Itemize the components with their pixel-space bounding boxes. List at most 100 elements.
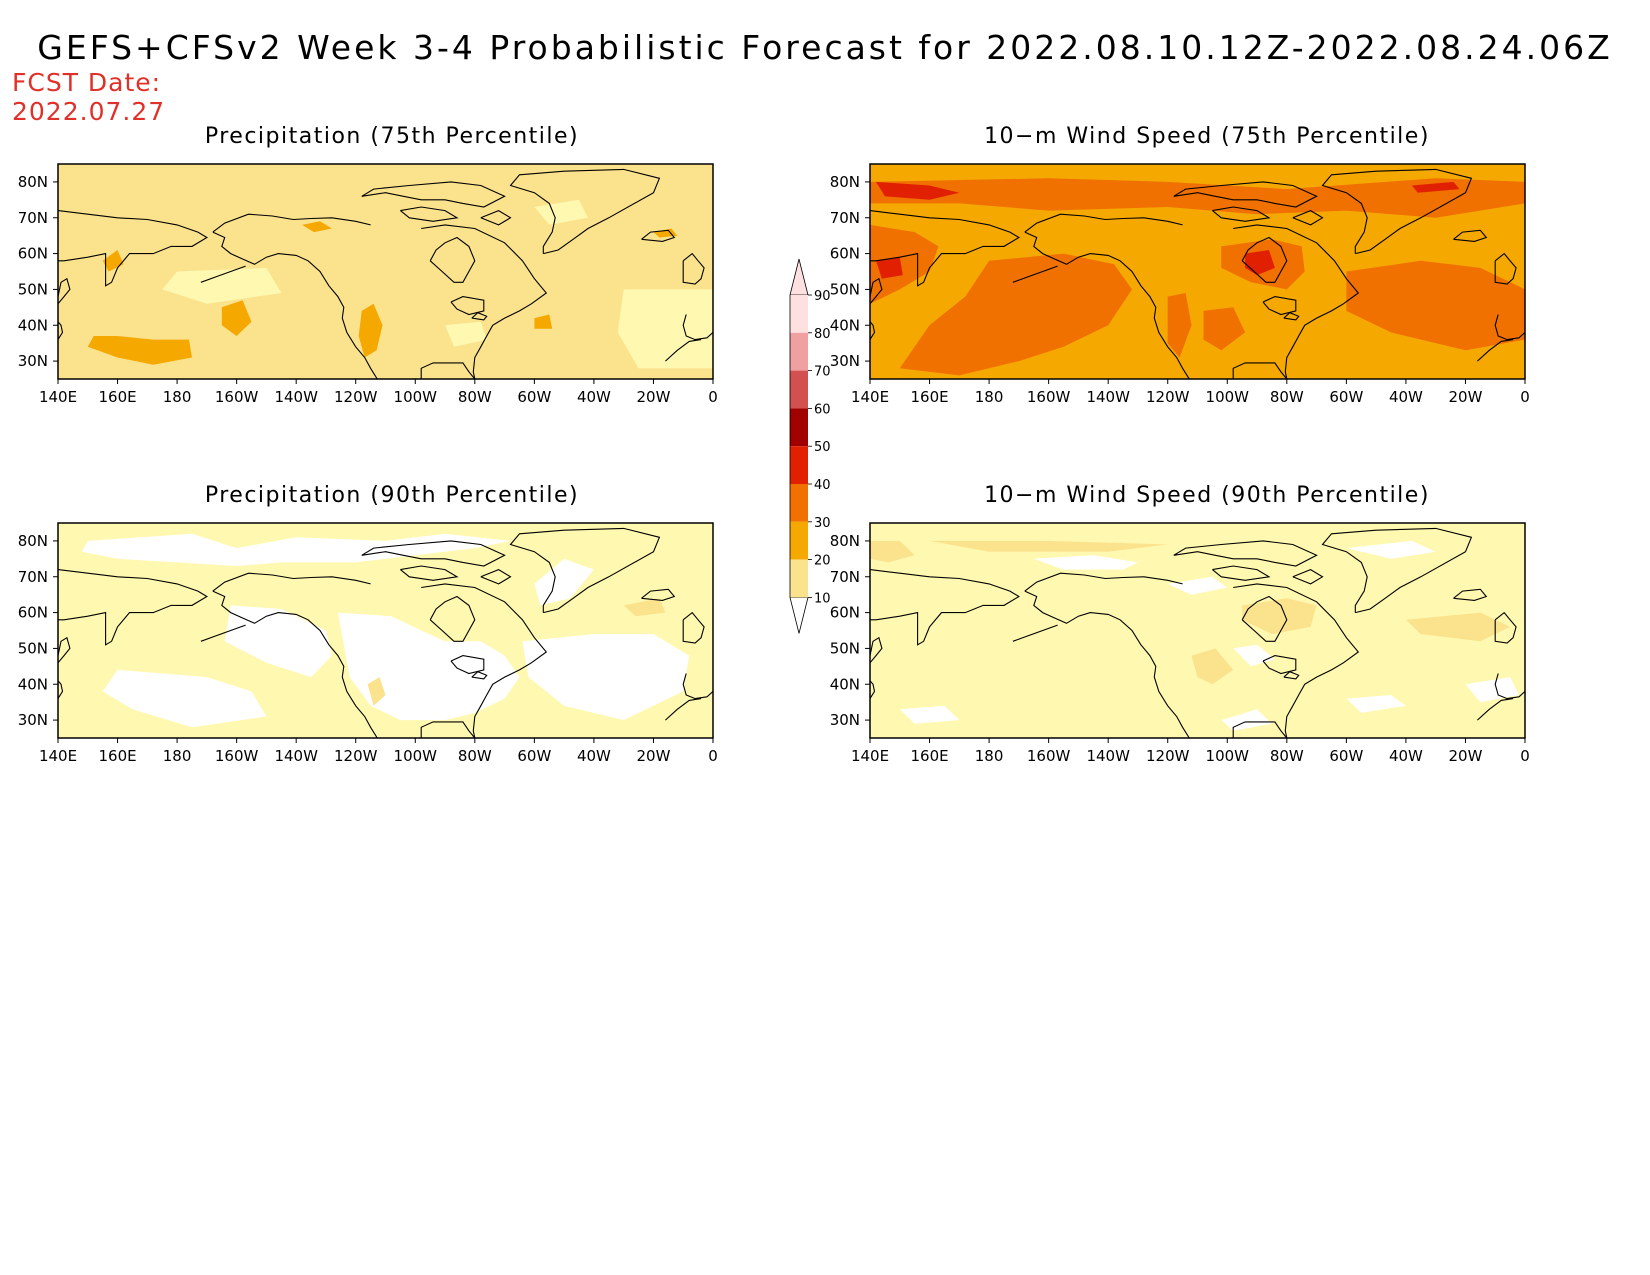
coastline (200, 624, 246, 642)
lon-tick-label: 180 (163, 388, 192, 406)
coastline (58, 210, 208, 287)
coastline (471, 312, 488, 321)
coastline (58, 277, 71, 305)
shading-region (534, 558, 594, 606)
panel-title-precip-75: Precipitation (75th Percentile) (204, 124, 580, 149)
lat-tick-label: 50N (830, 639, 860, 657)
lon-tick-label: 180 (163, 747, 192, 765)
lon-tick-label: 160W (215, 747, 259, 765)
lon-tick-label: 100W (394, 747, 438, 765)
colorbar-label: 20 (814, 554, 831, 569)
coastline (200, 265, 246, 283)
colorbar-swatch (790, 295, 808, 333)
shading-region (929, 540, 1168, 552)
coastline (870, 636, 883, 664)
lon-tick-label: 60W (517, 388, 551, 406)
coastline (870, 210, 1020, 287)
shading-region (1221, 709, 1272, 731)
coastline (1233, 224, 1360, 379)
lon-tick-label: 60W (1329, 747, 1363, 765)
coastline (58, 569, 208, 646)
coastline (429, 595, 476, 642)
panel-title-wind-90: 10−m Wind Speed (90th Percentile) (984, 483, 1430, 508)
lat-tick-label: 40N (830, 316, 860, 334)
lon-tick-label: 100W (1206, 747, 1250, 765)
shading-region (899, 705, 960, 724)
lon-tick-label: 0 (1520, 388, 1530, 406)
coastline (1212, 206, 1271, 222)
lat-tick-label: 30N (830, 352, 860, 370)
shading-region (1167, 576, 1228, 595)
lat-tick-label: 80N (830, 173, 860, 191)
lat-tick-label: 60N (830, 245, 860, 263)
coastline (1024, 590, 1190, 738)
lon-tick-label: 140W (274, 388, 318, 406)
lat-tick-label: 40N (830, 675, 860, 693)
colorbar-label: 70 (814, 365, 831, 380)
lat-tick-label: 60N (18, 245, 48, 263)
lat-tick-label: 80N (18, 532, 48, 550)
coastline (212, 572, 371, 592)
lat-tick-label: 50N (830, 280, 860, 298)
coastline (1477, 698, 1514, 721)
lat-tick-label: 40N (18, 316, 48, 334)
lat-tick-label: 50N (18, 639, 48, 657)
coastline (1024, 572, 1183, 592)
coastline (400, 206, 459, 222)
figure-title: GEFS+CFSv2 Week 3-4 Probabilistic Foreca… (37, 28, 1613, 67)
shading-region (653, 228, 678, 238)
coastline (1321, 168, 1473, 255)
coastline (870, 679, 876, 699)
shading-region (445, 321, 487, 347)
lon-tick-label: 80W (458, 747, 492, 765)
lon-tick-label: 140W (1086, 388, 1130, 406)
coastline (1283, 671, 1300, 680)
colorbar-label: 40 (814, 478, 831, 493)
lon-tick-label: 140E (851, 388, 889, 406)
coastline (1494, 673, 1525, 700)
shading-region (87, 336, 192, 365)
coastline (682, 252, 705, 285)
lat-tick-label: 70N (830, 209, 860, 227)
forecast-date-value: 2022.07.27 (12, 97, 166, 126)
coastline (1012, 624, 1058, 642)
lon-tick-label: 120W (334, 388, 378, 406)
shading-region (1346, 540, 1436, 559)
coastline (480, 209, 512, 226)
shading-region (617, 289, 713, 369)
shading-region (1242, 598, 1317, 635)
coastline (641, 588, 676, 601)
lon-tick-label: 40W (577, 388, 611, 406)
coastline (1262, 655, 1297, 675)
map-precip-90: 140E 160E 180 160W 140W 120W 100W 80W 60W 40W 20W 0… (18, 522, 718, 765)
lon-tick-label: 140W (274, 747, 318, 765)
coastline (361, 181, 506, 208)
shading-region (1191, 648, 1234, 685)
colorbar-label: 90 (814, 289, 831, 304)
colorbar-label: 60 (814, 402, 831, 417)
coastline (429, 236, 476, 283)
coastline (682, 314, 713, 341)
lat-tick-label: 40N (18, 675, 48, 693)
colorbar-label: 10 (814, 591, 831, 606)
lat-tick-label: 70N (830, 568, 860, 586)
coastline (58, 636, 71, 664)
coastline (400, 565, 459, 581)
lon-tick-label: 20W (1448, 388, 1482, 406)
panel-title-precip-90: Precipitation (90th Percentile) (204, 483, 580, 508)
lon-tick-label: 160E (910, 747, 948, 765)
shading-region (162, 267, 282, 304)
coastline (58, 320, 64, 340)
lon-tick-label: 140E (851, 747, 889, 765)
lon-tick-label: 120W (334, 747, 378, 765)
colorbar-swatch (790, 521, 808, 560)
colorbar-bottom-triangle (789, 596, 809, 634)
lon-tick-label: 160W (1027, 747, 1071, 765)
coastline (1477, 339, 1514, 362)
shading-region (870, 224, 939, 304)
colorbar-label: 50 (814, 440, 831, 455)
shading-region (1033, 555, 1138, 570)
shading-region (81, 533, 511, 566)
coastline (641, 229, 676, 242)
coastline (1232, 362, 1288, 379)
